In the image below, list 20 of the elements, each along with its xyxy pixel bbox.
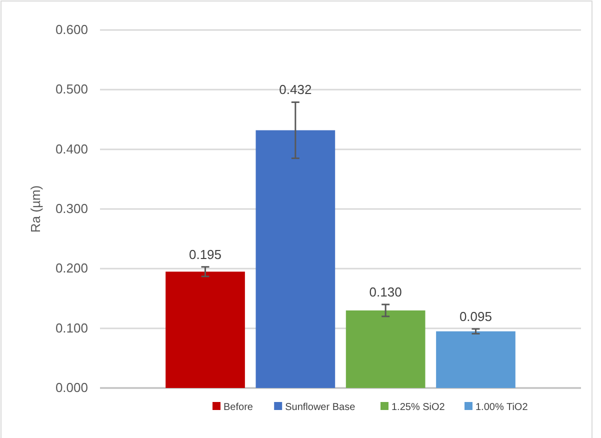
- data-label: 0.432: [279, 82, 312, 98]
- bar: [346, 310, 426, 388]
- legend-label: Before: [224, 402, 254, 413]
- y-tick-label: 0.500: [55, 82, 88, 97]
- bar: [166, 272, 245, 388]
- data-label: 0.130: [369, 284, 402, 300]
- y-tick-label: 0.600: [55, 22, 88, 37]
- legend-label: 1.25% SiO2: [392, 402, 446, 413]
- y-tick-label: 0.300: [55, 201, 88, 216]
- legend-label: 1.00% TiO2: [476, 402, 528, 413]
- legend-label: Sunflower Base: [285, 402, 356, 413]
- y-tick-label: 0.200: [55, 260, 88, 276]
- y-tick-label: 0.400: [55, 141, 88, 156]
- data-label: 0.095: [459, 308, 492, 324]
- bar: [436, 331, 516, 388]
- y-tick-label: 0.100: [55, 320, 88, 336]
- y-tick-label: 0.000: [55, 380, 88, 395]
- data-label: 0.195: [188, 246, 222, 262]
- bar: [256, 130, 336, 388]
- y-axis-title: Ra (µm): [28, 185, 43, 233]
